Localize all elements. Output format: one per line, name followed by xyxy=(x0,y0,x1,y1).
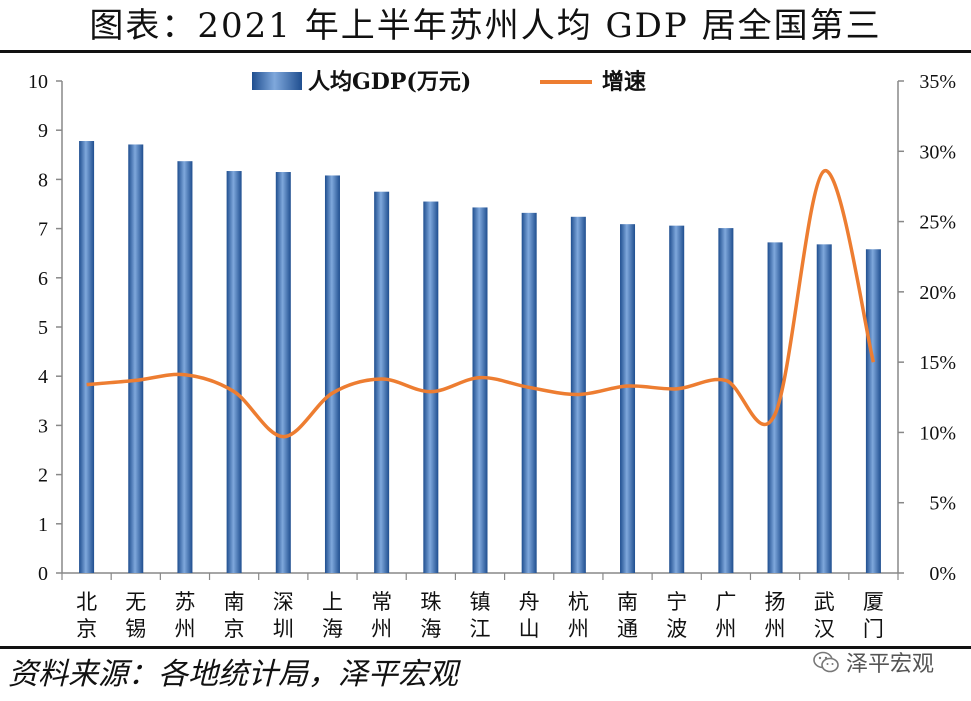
left-tick-label: 6 xyxy=(38,268,48,290)
legend-bar-label: 人均GDP(万元) xyxy=(308,69,471,95)
axes: 0 1 2 3 4 5 6 7 8 9 10 0% 5% 10% 15% 20% 25% 30% 35% xyxy=(28,71,956,585)
x-tick-label-4: 圳 xyxy=(273,617,294,641)
bar-2 xyxy=(177,161,193,574)
x-tick-label-9: 舟 xyxy=(519,590,540,614)
x-tick-label-8: 江 xyxy=(470,617,491,641)
x-tick-label-2: 州 xyxy=(174,617,195,641)
bar-15 xyxy=(816,244,832,573)
x-tick-label-14: 扬 xyxy=(765,590,786,614)
bar-0 xyxy=(79,141,95,574)
x-tick-label-8: 镇 xyxy=(470,590,491,614)
x-tick-label-16: 门 xyxy=(863,617,884,641)
growth-line-group xyxy=(86,169,876,439)
left-tick-label: 3 xyxy=(38,415,48,437)
bar-9 xyxy=(521,212,537,573)
right-tick-label: 30% xyxy=(919,141,956,163)
bottom-rule xyxy=(0,646,971,649)
x-tick-label-7: 海 xyxy=(420,617,441,641)
bar-16 xyxy=(865,249,881,573)
bars-group xyxy=(79,141,881,574)
bar-7 xyxy=(423,201,439,574)
legend-line-label: 增速 xyxy=(602,69,646,95)
bar-3 xyxy=(226,171,242,573)
bar-8 xyxy=(472,207,488,573)
left-tick-label: 9 xyxy=(38,120,48,142)
x-tick-label-6: 州 xyxy=(371,617,392,641)
right-tick-label: 5% xyxy=(929,493,956,515)
x-tick-label-10: 州 xyxy=(568,617,589,641)
x-tick-label-1: 锡 xyxy=(125,617,146,641)
x-tick-label-3: 京 xyxy=(224,617,245,641)
left-tick-label: 4 xyxy=(38,366,48,388)
legend: 人均GDP(万元) 增速 xyxy=(252,69,646,95)
left-tick-label: 5 xyxy=(38,317,48,339)
x-tick-label-12: 宁 xyxy=(666,590,687,614)
right-tick-label: 10% xyxy=(919,422,956,444)
x-tick-label-16: 厦 xyxy=(863,590,884,614)
x-tick-label-11: 通 xyxy=(617,617,638,641)
bar-12 xyxy=(669,225,685,573)
x-tick-label-0: 京 xyxy=(76,617,97,641)
left-tick-label: 1 xyxy=(38,514,48,536)
bar-11 xyxy=(620,224,636,573)
source-note: 资料来源：各地统计局，泽平宏观 xyxy=(8,657,458,692)
x-tick-label-14: 州 xyxy=(765,617,786,641)
bar-6 xyxy=(374,191,390,573)
bar-14 xyxy=(767,242,783,573)
x-tick-label-2: 苏 xyxy=(174,590,195,614)
x-tick-label-7: 珠 xyxy=(420,590,441,614)
bar-1 xyxy=(128,144,144,573)
bar-13 xyxy=(718,228,734,573)
left-tick-label: 7 xyxy=(38,219,48,241)
x-tick-label-6: 常 xyxy=(371,590,392,614)
x-tick-label-13: 州 xyxy=(715,617,736,641)
x-tick-label-4: 深 xyxy=(273,590,294,614)
x-tick-label-13: 广 xyxy=(715,590,736,614)
x-tick-label-3: 南 xyxy=(224,590,245,614)
x-tick-label-10: 杭 xyxy=(568,590,589,614)
x-tick-label-12: 波 xyxy=(666,617,687,641)
top-rule xyxy=(0,50,971,53)
left-tick-label: 2 xyxy=(38,465,48,487)
watermark-text: 泽平宏观 xyxy=(846,652,935,677)
right-tick-label: 35% xyxy=(919,71,956,93)
right-tick-label: 0% xyxy=(929,563,956,585)
right-tick-label: 25% xyxy=(919,212,956,234)
left-tick-label: 8 xyxy=(38,169,48,191)
watermark: 泽平宏观 xyxy=(812,647,934,677)
wechat-icon xyxy=(813,651,839,673)
right-tick-label: 20% xyxy=(919,282,956,304)
bar-5 xyxy=(324,175,340,573)
x-tick-label-11: 南 xyxy=(617,590,638,614)
x-tick-label-15: 汉 xyxy=(814,617,835,641)
x-tick-label-5: 海 xyxy=(322,617,343,641)
x-tick-label-0: 北 xyxy=(76,590,97,614)
right-tick-label: 15% xyxy=(919,352,956,374)
x-tick-label-1: 无 xyxy=(125,590,146,614)
x-tick-label-5: 上 xyxy=(322,590,343,614)
bar-4 xyxy=(275,172,291,573)
chart-title: 图表：2021 年上半年苏州人均 GDP 居全国第三 xyxy=(89,6,882,46)
x-tick-label-15: 武 xyxy=(814,590,835,614)
x-tick-label-9: 山 xyxy=(519,617,540,641)
left-tick-label: 0 xyxy=(38,563,48,585)
left-tick-label: 10 xyxy=(28,71,48,93)
legend-bar-swatch xyxy=(252,72,302,90)
